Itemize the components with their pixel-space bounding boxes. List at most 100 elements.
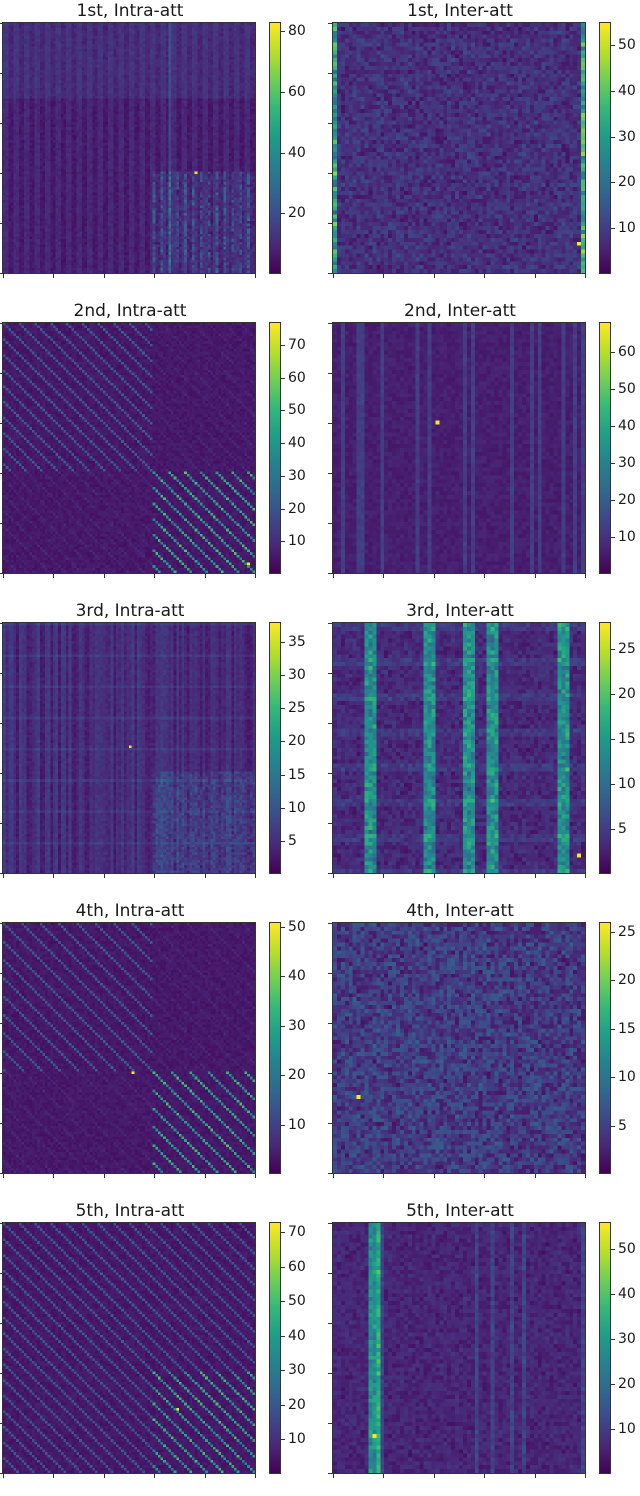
x-tick <box>383 1474 385 1478</box>
y-tick <box>0 1173 2 1174</box>
chart-title: 4th, Inter-att <box>406 901 514 921</box>
y-tick <box>0 123 2 124</box>
x-tick <box>433 574 435 578</box>
heatmap-plot <box>328 922 586 1178</box>
x-tick <box>255 274 256 278</box>
y-tick <box>0 873 2 874</box>
x-tick <box>53 1474 55 1478</box>
y-tick <box>0 273 2 274</box>
y-tick <box>0 1273 2 1274</box>
x-tick <box>103 1474 105 1478</box>
x-tick <box>154 574 156 578</box>
chart-title: 3rd, Intra-att <box>75 601 185 621</box>
x-tick <box>154 274 156 278</box>
y-tick <box>0 973 2 974</box>
chart-title: 3rd, Inter-att <box>406 601 514 621</box>
y-tick <box>0 473 2 474</box>
x-tick <box>534 1474 536 1478</box>
heatmap-panel: 3rd, Inter-att 5 10 15 20 25 <box>328 600 640 896</box>
y-tick <box>328 873 332 874</box>
y-tick <box>328 1473 332 1474</box>
heatmap-plot <box>0 22 256 278</box>
x-tick <box>383 274 385 278</box>
colorbar <box>599 322 611 574</box>
x-tick <box>255 1474 256 1478</box>
x-tick <box>3 274 4 278</box>
y-tick <box>328 273 332 274</box>
colorbar <box>599 922 611 1174</box>
x-tick <box>383 874 385 878</box>
heatmap-plot <box>328 622 586 878</box>
y-tick <box>0 523 2 524</box>
x-tick <box>53 874 55 878</box>
x-tick <box>433 274 435 278</box>
x-tick <box>53 574 55 578</box>
y-tick <box>328 973 332 974</box>
x-tick <box>154 1474 156 1478</box>
heatmap-plot <box>0 1222 256 1478</box>
y-tick <box>328 223 332 224</box>
colorbar <box>599 1222 611 1474</box>
x-tick <box>204 874 206 878</box>
x-tick <box>333 1174 334 1178</box>
x-tick <box>333 1474 334 1478</box>
y-tick <box>328 1373 332 1374</box>
y-tick <box>328 1173 332 1174</box>
y-tick <box>0 673 2 674</box>
y-tick <box>328 623 332 624</box>
colorbar <box>269 622 281 874</box>
heatmap-plot <box>0 922 256 1178</box>
y-tick <box>0 323 2 324</box>
y-tick <box>328 823 332 824</box>
x-tick <box>103 574 105 578</box>
x-tick <box>204 574 206 578</box>
y-tick <box>0 223 2 224</box>
y-tick <box>0 623 2 624</box>
x-tick <box>383 1174 385 1178</box>
heatmap-panel: 1st, Inter-att 10 20 30 40 50 <box>328 0 640 296</box>
y-tick <box>0 1423 2 1424</box>
y-tick <box>0 823 2 824</box>
y-tick <box>328 73 332 74</box>
y-tick <box>328 1023 332 1024</box>
y-tick <box>0 1023 2 1024</box>
y-tick <box>328 573 332 574</box>
y-tick <box>328 373 332 374</box>
x-tick <box>154 1174 156 1178</box>
x-tick <box>3 874 4 878</box>
colorbar <box>269 322 281 574</box>
y-tick <box>0 23 2 24</box>
colorbar <box>599 622 611 874</box>
heatmap-plot <box>328 322 586 578</box>
x-tick <box>484 274 486 278</box>
y-tick <box>328 323 332 324</box>
x-tick <box>534 874 536 878</box>
heatmap-panel: 5th, Inter-att 10 20 30 40 50 <box>328 1200 640 1496</box>
x-tick <box>3 1474 4 1478</box>
y-tick <box>0 1323 2 1324</box>
y-tick <box>328 473 332 474</box>
x-tick <box>333 874 334 878</box>
y-tick <box>0 373 2 374</box>
x-tick <box>484 874 486 878</box>
heatmap-panel: 2nd, Intra-att 10 20 30 40 50 60 70 <box>0 300 320 596</box>
y-tick <box>0 1123 2 1124</box>
y-tick <box>0 1073 2 1074</box>
x-tick <box>484 1474 486 1478</box>
x-tick <box>433 1174 435 1178</box>
y-tick <box>328 1323 332 1324</box>
y-tick <box>328 773 332 774</box>
y-tick <box>328 1423 332 1424</box>
x-tick <box>333 274 334 278</box>
colorbar <box>269 1222 281 1474</box>
x-tick <box>204 1474 206 1478</box>
x-tick <box>534 274 536 278</box>
y-tick <box>0 773 2 774</box>
y-tick <box>328 423 332 424</box>
x-tick <box>585 1174 586 1178</box>
y-tick <box>328 1123 332 1124</box>
y-tick <box>0 1373 2 1374</box>
y-tick <box>0 723 2 724</box>
y-tick <box>328 173 332 174</box>
y-tick <box>0 923 2 924</box>
